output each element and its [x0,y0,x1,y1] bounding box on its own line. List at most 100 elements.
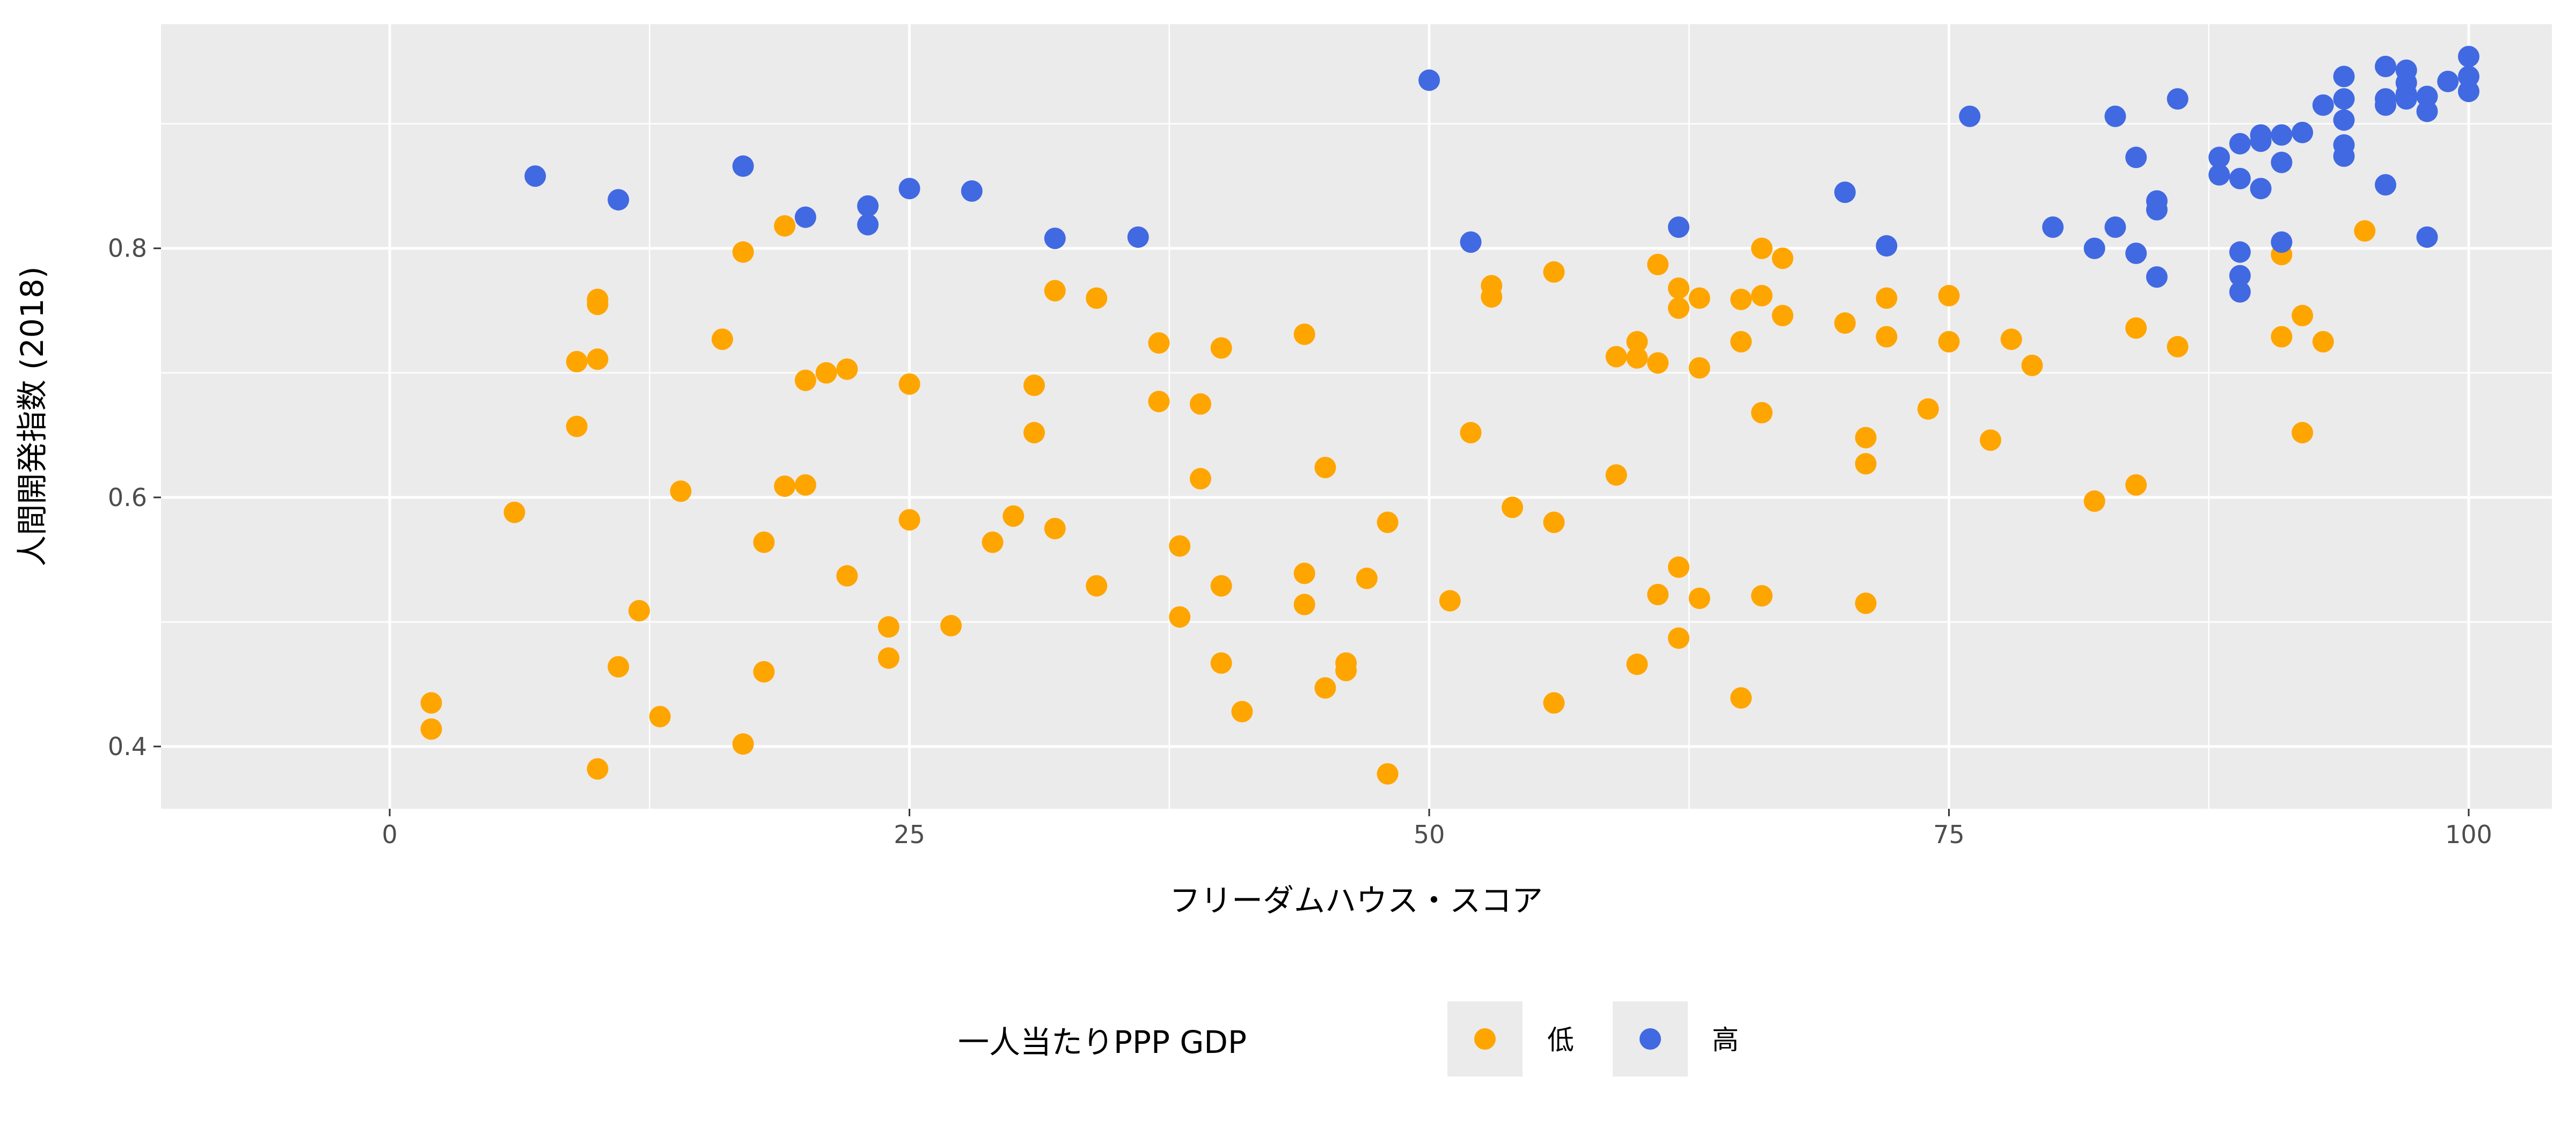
data-point-low [836,565,858,587]
data-point-high [1044,228,1066,250]
data-point-high [2125,242,2147,264]
data-point-low [1834,312,1856,334]
plot-panel [161,24,2552,809]
data-point-low [1377,511,1399,533]
data-point-high [2375,55,2397,77]
data-point-low [2292,305,2314,327]
data-point-low [1210,575,1232,597]
data-points [420,46,2480,785]
data-point-high [857,214,879,236]
data-point-low [2021,354,2043,376]
data-point-high [2333,65,2355,87]
data-point-low [1626,653,1648,675]
data-point-low [1751,237,1773,259]
data-point-low [732,241,754,263]
legend-item-high: 高 [1613,1001,1739,1077]
data-point-low [732,733,754,755]
data-point-low [1772,305,1794,327]
data-point-low [1189,468,1211,490]
data-point-low [566,415,588,437]
data-point-low [1688,357,1710,379]
data-point-high [2395,88,2417,110]
data-point-high [961,180,983,202]
data-point-low [1210,652,1232,674]
data-point-low [503,501,525,523]
x-axis: 0 25 50 75 100 [382,809,2492,849]
legend: 一人当たりPPP GDP 低 高 [958,1001,1739,1077]
legend-swatch-high [1640,1028,1661,1050]
data-point-high [2312,94,2334,116]
data-point-high [524,165,546,187]
data-point-low [566,350,588,372]
data-point-high [2104,105,2126,127]
data-point-low [1481,286,1503,308]
data-point-low [774,215,796,237]
data-point-low [1917,398,1939,420]
data-point-high [1834,181,1856,203]
data-point-low [2000,328,2022,350]
data-point-high [2229,265,2251,287]
x-tick-label: 100 [2445,820,2492,849]
data-point-low [1169,535,1191,557]
data-point-high [1876,235,1898,257]
data-point-low [1460,422,1482,444]
data-point-low [1605,346,1627,368]
data-point-low [2167,336,2189,358]
data-point-high [1418,69,1440,91]
data-point-low [1647,583,1669,605]
data-point-high [2271,151,2293,173]
legend-swatch-low [1474,1028,1496,1050]
data-point-low [1855,427,1877,449]
data-point-low [1667,556,1689,578]
data-point-low [940,614,962,636]
data-point-low [1730,687,1752,709]
x-tick-label: 0 [382,820,397,849]
data-point-low [1876,326,1898,348]
data-point-low [1938,284,1960,306]
data-point-low [1293,323,1315,345]
data-point-low [982,531,1004,553]
data-point-low [1938,331,1960,353]
data-point-low [2312,331,2334,353]
data-point-low [2292,422,2314,444]
data-point-high [2042,216,2064,238]
x-tick-label: 50 [1414,820,1445,849]
data-point-low [815,362,837,384]
data-point-low [1772,247,1794,269]
data-point-low [794,369,816,391]
data-point-low [587,294,609,316]
data-point-low [1751,585,1773,607]
data-point-low [1439,590,1461,612]
data-point-low [1210,337,1232,359]
data-point-high [2458,46,2480,68]
data-point-low [1730,331,1752,353]
data-point-high [2333,88,2355,110]
data-point-high [857,195,879,217]
data-point-low [1293,594,1315,616]
data-point-low [2125,317,2147,339]
data-point-high [2416,226,2438,248]
data-point-low [1688,587,1710,609]
y-tick-label: 0.4 [108,732,147,761]
data-point-high [2458,65,2480,87]
y-tick-label: 0.6 [108,483,147,512]
data-point-low [1086,575,1108,597]
data-point-low [711,328,733,350]
data-point-low [1002,505,1024,527]
data-point-low [898,509,920,531]
data-point-high [2292,121,2314,143]
data-point-high [1127,226,1149,248]
data-point-low [1023,422,1045,444]
data-point-high [898,178,920,200]
data-point-high [2375,94,2397,116]
data-point-low [420,692,442,714]
data-point-low [649,706,671,728]
data-point-low [2083,490,2105,512]
data-point-low [1751,402,1773,424]
data-point-low [1044,517,1066,539]
data-point-high [794,206,816,228]
data-point-high [2333,109,2355,131]
legend-label-high: 高 [1712,1024,1739,1056]
data-point-high [2375,174,2397,196]
